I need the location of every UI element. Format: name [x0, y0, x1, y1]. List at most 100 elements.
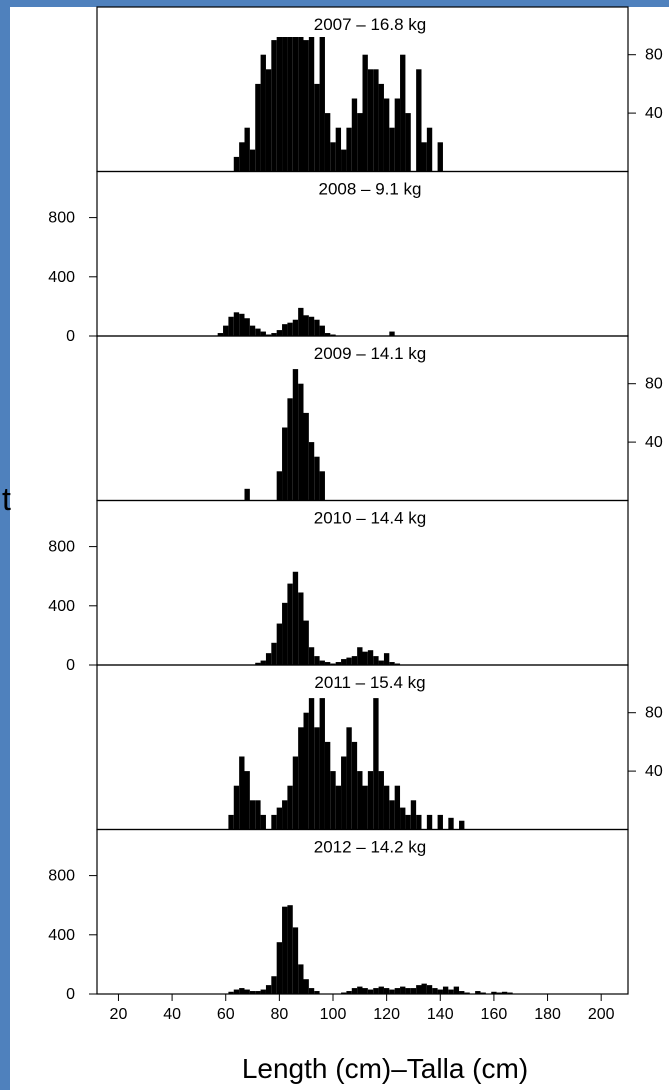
panel-title: 2012 – 14.2 kg	[314, 838, 426, 857]
histogram-bar	[426, 127, 433, 172]
histogram-bar	[303, 979, 309, 994]
y-tick-label: 800	[48, 539, 75, 556]
histogram-bar	[410, 988, 417, 994]
histogram-bar	[373, 698, 379, 830]
x-tick-label: 100	[320, 1006, 347, 1023]
histogram-bar	[319, 660, 325, 665]
panel-title: 2009 – 14.1 kg	[314, 344, 426, 363]
histogram-bar	[298, 37, 304, 172]
histogram-bar	[389, 127, 395, 172]
histogram-bar	[341, 756, 347, 830]
y-tick-label: 80	[645, 705, 663, 722]
histogram-bar	[383, 653, 390, 665]
x-tick-label: 180	[534, 1006, 561, 1023]
x-axis-label: Length (cm)–Talla (cm)	[242, 1053, 528, 1084]
histogram-bar	[287, 583, 293, 665]
histogram-bar	[426, 814, 433, 830]
histogram-bar	[276, 330, 283, 336]
panel-4: 2010 – 14.4 kg 800 400 0	[48, 499, 629, 674]
histogram-bar	[324, 113, 331, 172]
slide-frame-top	[0, 0, 669, 7]
histogram-bar	[249, 800, 256, 830]
y-tick-label: 0	[66, 986, 75, 1003]
histogram-bar	[416, 814, 422, 830]
histogram-bar	[346, 127, 352, 172]
histogram-bar	[367, 989, 374, 994]
histogram-bar	[265, 69, 272, 172]
histogram-bar	[287, 905, 293, 994]
histogram-bar	[255, 800, 261, 830]
y-tick-label: 400	[48, 598, 75, 615]
histogram-bar	[346, 991, 352, 994]
histogram-bar	[271, 814, 277, 830]
histogram-bar	[346, 727, 352, 830]
histogram-bar	[448, 817, 454, 830]
y-tick-label: 800	[48, 210, 75, 227]
histogram-bar	[405, 814, 411, 830]
histogram-bar	[507, 992, 513, 994]
x-tick-label: 200	[588, 1006, 615, 1023]
histogram-bar	[459, 991, 465, 994]
histogram-bar	[249, 149, 256, 172]
histogram-bar	[314, 727, 320, 830]
histogram-bar	[287, 785, 293, 830]
histogram-bar	[330, 663, 336, 665]
histogram-bar	[282, 427, 288, 501]
histogram-bar	[416, 69, 422, 172]
panel-title: 2007 – 16.8 kg	[314, 15, 426, 34]
histogram-bar	[426, 985, 433, 994]
histogram-bar	[265, 334, 272, 336]
histogram-bar	[351, 988, 358, 994]
histogram-bar	[276, 942, 283, 994]
histogram-bar	[394, 785, 401, 830]
histogram-bar	[276, 623, 283, 665]
histogram-bar	[400, 807, 406, 830]
histogram-bar	[475, 991, 481, 994]
histogram-bar	[448, 989, 454, 994]
y-tick-label: 400	[48, 269, 75, 286]
histogram-bar	[362, 54, 368, 172]
histogram-bar	[260, 814, 266, 830]
histogram-bar	[233, 312, 240, 336]
histogram-bar	[335, 127, 342, 172]
histogram-bar	[233, 989, 240, 994]
histogram-bar	[373, 988, 379, 994]
histogram-bar	[308, 988, 315, 994]
panel-3: 2009 – 14.1 kg 80 40	[96, 335, 663, 502]
histogram-bar	[373, 656, 379, 665]
histogram-bar	[282, 602, 288, 665]
histogram-bar	[244, 318, 250, 336]
histogram-bar	[282, 37, 288, 172]
histogram-bar	[400, 54, 406, 172]
histogram-bar	[244, 771, 250, 830]
histogram-bar	[362, 785, 368, 830]
histogram-bar	[228, 814, 234, 830]
histogram-bar	[298, 727, 304, 830]
histogram-bar	[292, 927, 299, 994]
histogram-bar	[265, 653, 272, 665]
histogram-bar	[389, 989, 395, 994]
histogram-bar	[244, 488, 250, 501]
histogram-bar	[276, 471, 283, 501]
histogram-bar	[255, 662, 261, 665]
histogram-bar	[335, 785, 342, 830]
histogram-bar	[383, 988, 390, 994]
histogram-bar	[249, 991, 256, 994]
histogram-bar	[271, 333, 277, 336]
histogram-bar	[223, 325, 229, 336]
slide-frame-left	[0, 0, 10, 1090]
histogram-bar	[314, 83, 320, 172]
histogram-bar	[303, 620, 309, 665]
histogram-bar	[330, 334, 336, 336]
histogram-bar	[357, 771, 363, 830]
histogram-bar	[383, 785, 390, 830]
histogram-bar	[282, 324, 288, 336]
y-tick-label: 80	[645, 376, 663, 393]
histogram-bar	[287, 37, 293, 172]
histogram-bar	[298, 592, 304, 665]
histogram-bar	[394, 98, 401, 172]
panel-1: 2007 – 16.8 kg 80 40	[96, 6, 663, 173]
panel-2: 2008 – 9.1 kg 800 400 0	[48, 170, 629, 345]
histogram-bar	[362, 651, 368, 665]
